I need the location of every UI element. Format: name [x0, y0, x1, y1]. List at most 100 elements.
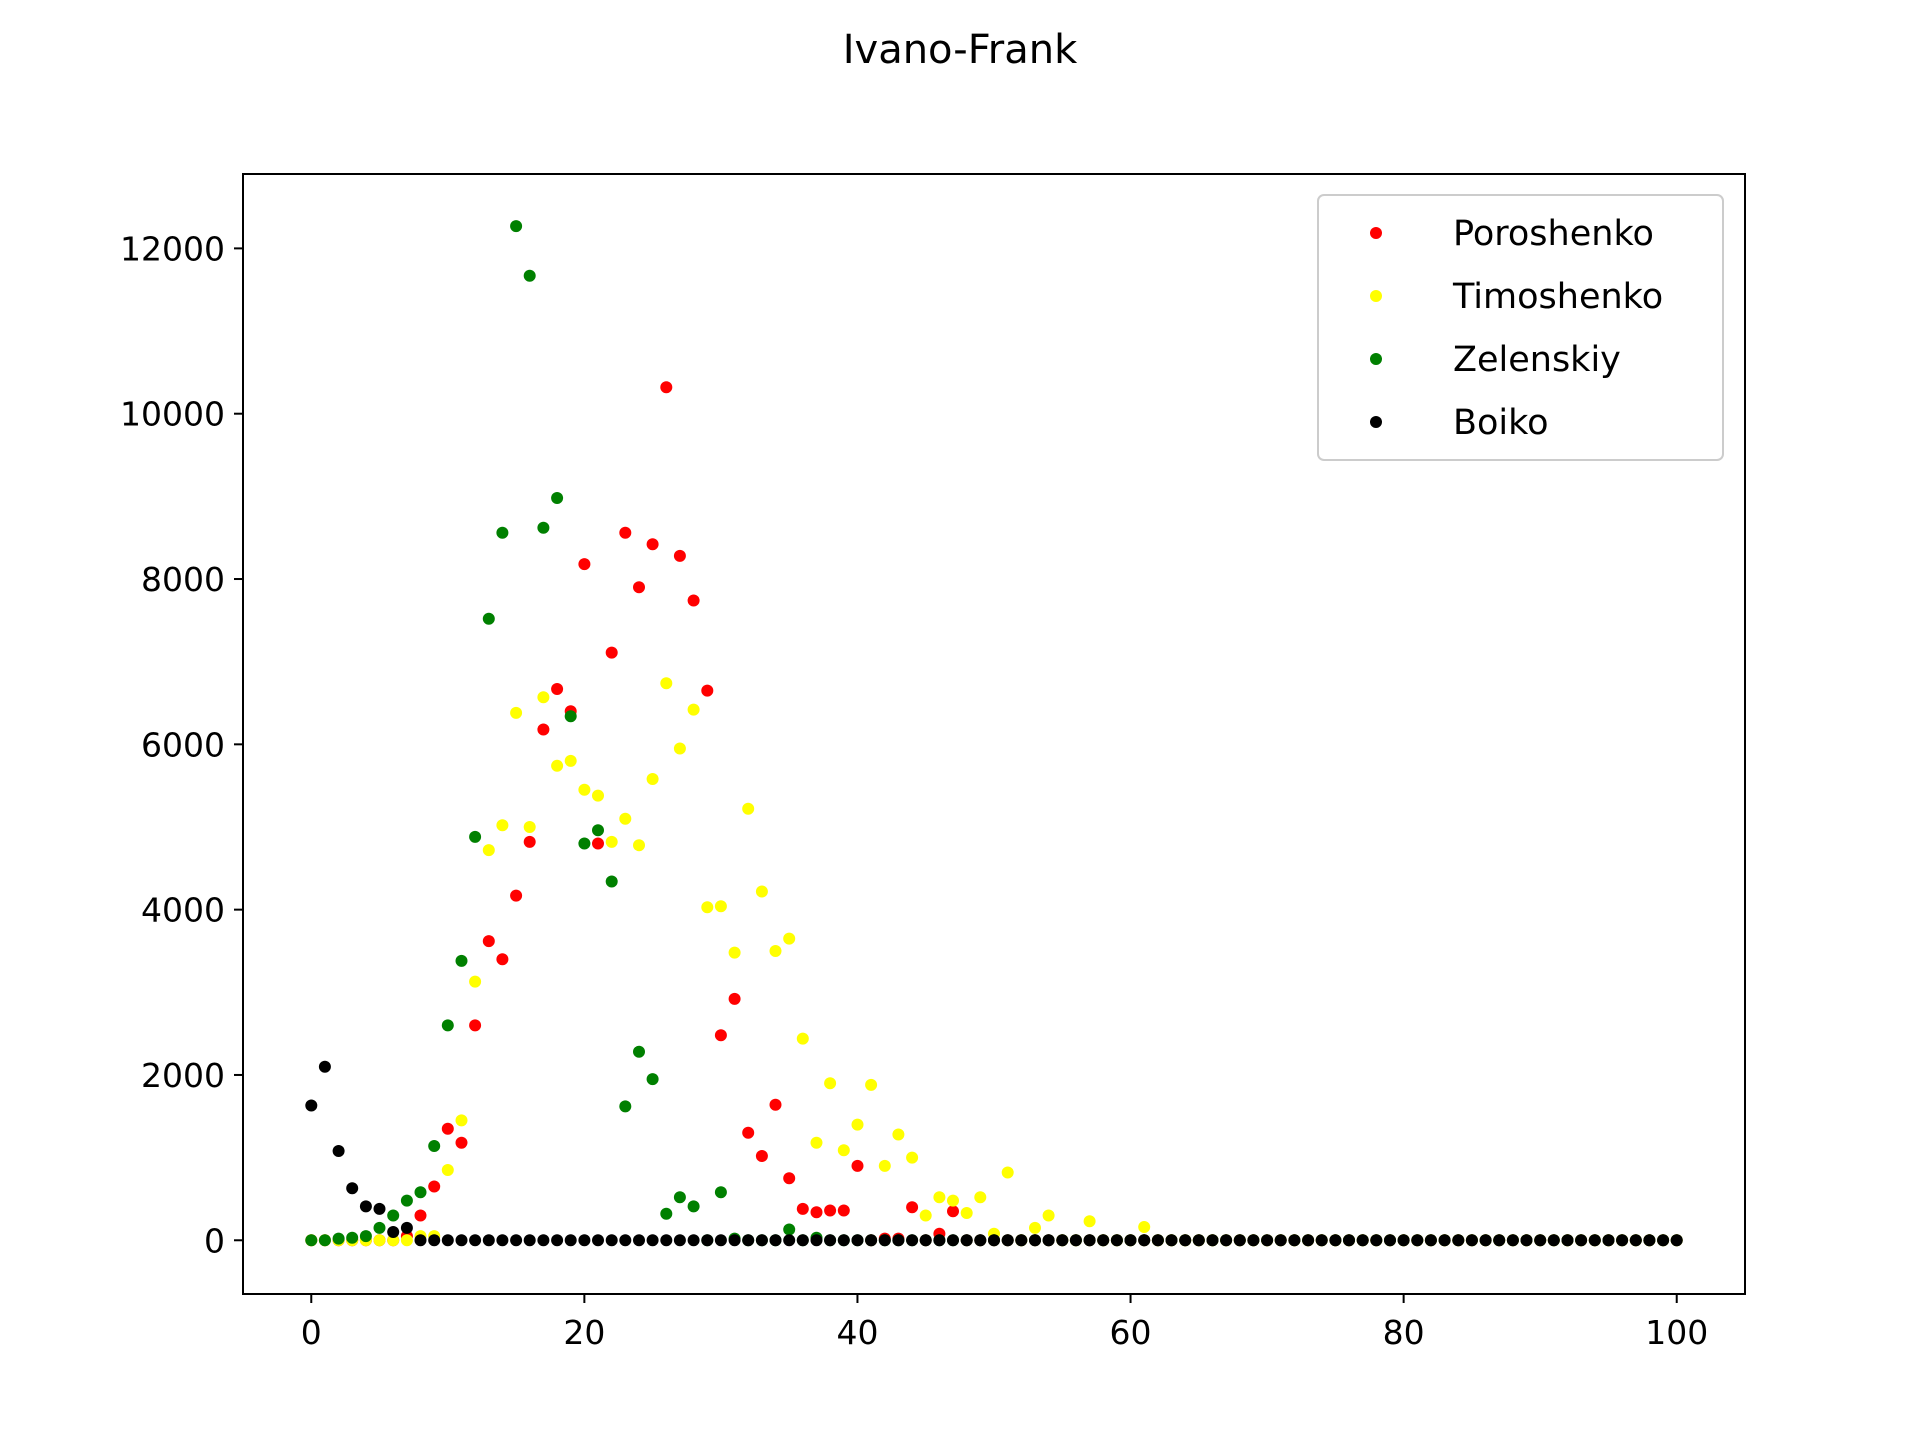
data-point	[960, 1234, 973, 1247]
series-boiko	[305, 1060, 1683, 1247]
data-point	[482, 612, 495, 625]
data-point	[1001, 1166, 1014, 1179]
data-point	[1602, 1234, 1615, 1247]
data-point	[496, 953, 509, 966]
data-point	[1575, 1234, 1588, 1247]
data-point	[646, 773, 659, 785]
data-point	[837, 1144, 850, 1157]
data-point	[510, 220, 523, 233]
data-point	[633, 581, 645, 594]
data-point	[1356, 1234, 1369, 1247]
data-point	[1343, 1234, 1355, 1247]
data-point	[906, 1201, 919, 1214]
data-point	[387, 1226, 400, 1238]
data-point	[332, 1232, 345, 1245]
data-point	[346, 1231, 359, 1244]
data-point	[1261, 1234, 1274, 1247]
data-point	[673, 742, 686, 755]
data-point	[1083, 1234, 1096, 1247]
data-point	[865, 1078, 878, 1091]
data-point	[1657, 1234, 1670, 1247]
data-point	[578, 558, 591, 571]
data-point	[960, 1207, 973, 1219]
data-point	[482, 844, 495, 857]
data-point	[1015, 1234, 1028, 1247]
data-point	[824, 1077, 837, 1090]
data-point	[1643, 1234, 1656, 1247]
data-point	[728, 946, 741, 959]
data-point	[1192, 1234, 1205, 1247]
data-point	[714, 1029, 727, 1042]
data-point	[947, 1194, 959, 1207]
legend-label: Boiko	[1453, 403, 1549, 443]
data-point	[551, 1234, 564, 1247]
data-point	[783, 1234, 796, 1247]
data-point	[646, 538, 659, 551]
data-point	[1179, 1234, 1192, 1247]
data-point	[441, 1019, 454, 1032]
data-point	[578, 837, 591, 850]
data-point	[824, 1234, 837, 1247]
data-point	[919, 1234, 932, 1247]
data-point	[906, 1234, 919, 1247]
data-point	[1151, 1234, 1164, 1247]
data-point	[687, 1234, 700, 1247]
data-point	[1083, 1215, 1096, 1228]
data-point	[714, 900, 727, 913]
data-point	[742, 1126, 755, 1139]
data-point	[1479, 1234, 1492, 1247]
data-point	[1561, 1234, 1574, 1247]
data-point	[1452, 1234, 1465, 1247]
data-point	[769, 1234, 782, 1247]
data-point	[783, 1223, 796, 1236]
data-point	[605, 875, 618, 888]
data-point	[1302, 1234, 1315, 1247]
data-point	[564, 710, 577, 723]
data-point	[373, 1221, 386, 1234]
legend: Poroshenko Timoshenko Zelenskiy Boiko	[1317, 194, 1724, 461]
data-point	[496, 526, 509, 539]
data-point	[660, 1234, 673, 1247]
data-point	[878, 1159, 891, 1172]
data-point	[633, 1234, 645, 1247]
data-point	[1629, 1234, 1642, 1247]
data-point	[510, 706, 523, 719]
data-point	[537, 691, 550, 704]
data-point	[414, 1209, 427, 1222]
data-point	[619, 1234, 632, 1247]
data-point	[441, 1164, 454, 1176]
data-point	[769, 945, 782, 957]
data-point	[469, 975, 482, 988]
data-point	[660, 677, 673, 690]
data-point	[441, 1122, 454, 1135]
data-point	[1165, 1234, 1178, 1247]
data-point	[578, 783, 591, 796]
data-point	[701, 684, 714, 697]
data-point	[619, 526, 632, 539]
data-point	[1520, 1234, 1533, 1247]
y-tick-label: 8000	[141, 560, 225, 599]
data-point	[441, 1234, 454, 1247]
data-point	[428, 1140, 441, 1152]
data-point	[796, 1234, 809, 1247]
data-point	[414, 1186, 427, 1199]
legend-marker	[1370, 227, 1382, 239]
data-point	[1506, 1234, 1519, 1247]
data-point	[660, 1207, 673, 1220]
data-point	[1465, 1234, 1478, 1247]
plot-frame	[242, 173, 1746, 1295]
data-point	[551, 683, 564, 695]
data-point	[1547, 1234, 1560, 1247]
data-point	[714, 1186, 727, 1199]
data-point	[1069, 1234, 1082, 1247]
data-point	[1247, 1234, 1260, 1247]
y-tick-label: 6000	[141, 725, 225, 764]
data-point	[592, 824, 604, 837]
data-point	[1411, 1234, 1424, 1247]
data-point	[387, 1209, 400, 1222]
data-point	[455, 1136, 468, 1149]
data-point	[359, 1230, 372, 1243]
data-point	[851, 1118, 864, 1131]
data-point	[1029, 1221, 1041, 1234]
data-point	[796, 1202, 809, 1215]
